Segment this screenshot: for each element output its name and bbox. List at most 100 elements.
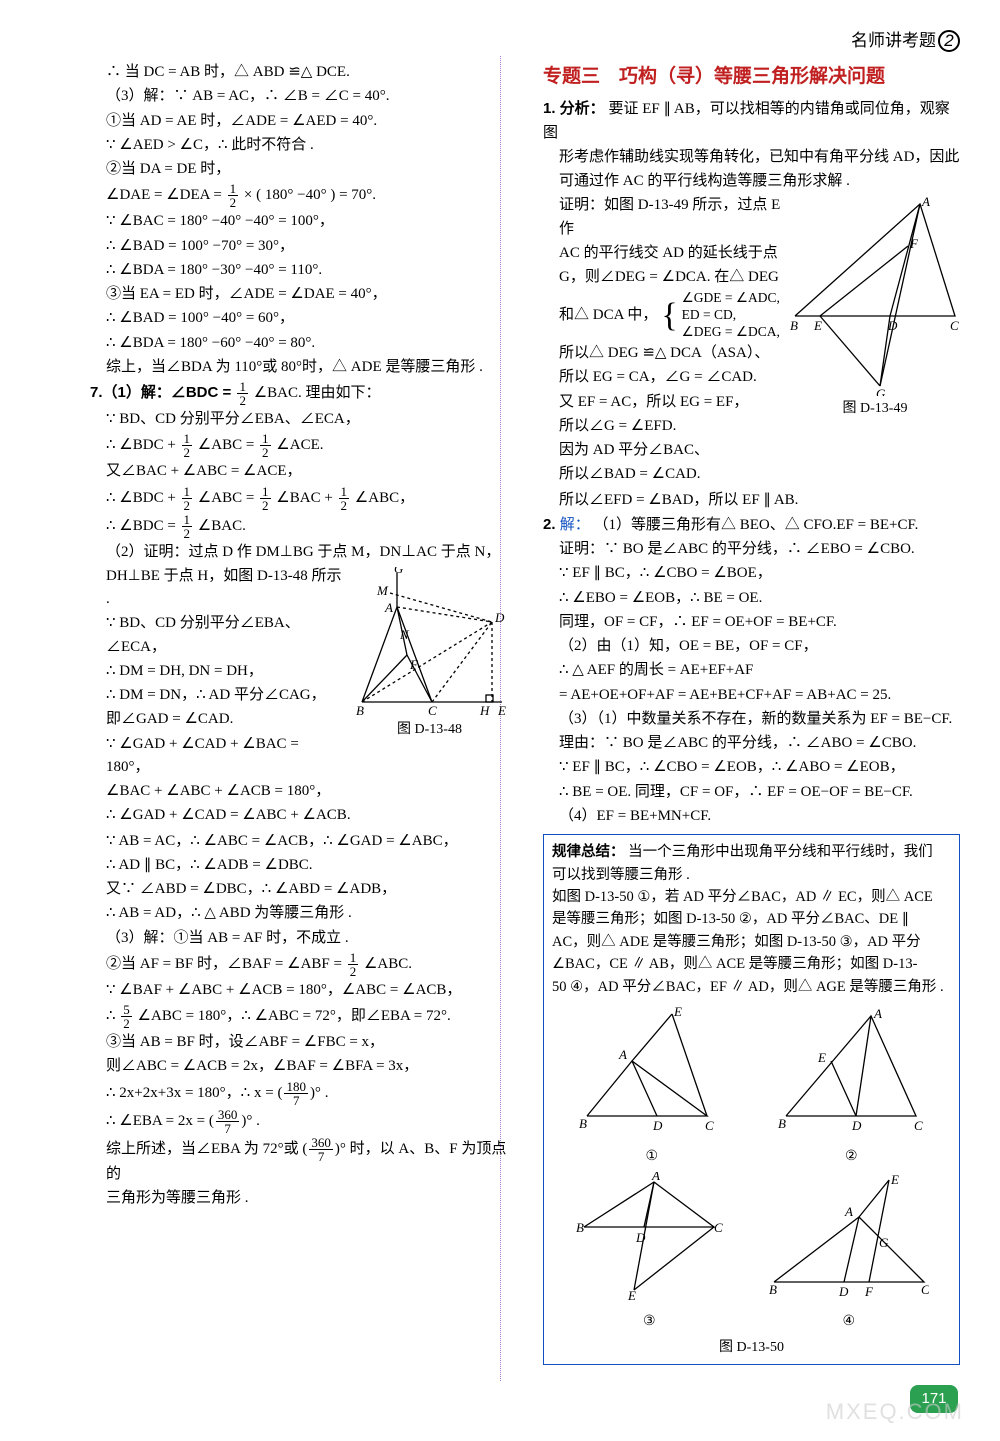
svg-text:E: E	[813, 318, 822, 333]
text-line: ∴ ∠EBO = ∠EOB，∴ BE = OE.	[543, 587, 960, 610]
text-line: ②当 AF = BF 时，∠BAF = ∠ABF = 12 ∠ABC.	[90, 951, 507, 978]
svg-text:F: F	[909, 236, 919, 251]
svg-text:G: G	[879, 1235, 889, 1250]
svg-text:A: A	[844, 1204, 853, 1219]
svg-text:D: D	[652, 1118, 663, 1133]
svg-text:E: E	[817, 1050, 826, 1065]
text-line: 又∵ ∠ABD = ∠DBC，∴ ∠ABD = ∠ADB，	[90, 878, 507, 901]
text-line: 和△ DCA 中， { ∠GDE = ∠ADC, ED = CD, ∠DEG =…	[543, 290, 784, 341]
text-line: 理由：∵ BO 是∠ABC 的平分线，∴ ∠ABO = ∠CBO.	[543, 732, 960, 755]
brand-badge: 2	[938, 30, 960, 52]
text-line: （2）证明：过点 D 作 DM⊥BG 于点 M，DN⊥AC 于点 N，	[90, 541, 507, 564]
text-line: 形考虑作辅助线实现等角转化，已知中有角平分线 AD，因此	[543, 146, 960, 169]
text-line: ②当 DA = DE 时，	[90, 158, 507, 181]
brand-text: 名师讲考题	[851, 28, 936, 54]
text-line: ∠BAC + ∠ABC + ∠ACB = 180°，	[90, 780, 507, 803]
text-line: 综上所述，当∠EBA 为 72°或 (3607)° 时，以 A、B、F 为顶点的	[90, 1136, 507, 1186]
text-line: ∴ ∠EBA = 2x = (3607)° .	[90, 1108, 507, 1135]
diagram-svg: E A G B D F C	[769, 1172, 929, 1302]
text-line: 因为 AD 平分∠BAC、	[543, 439, 960, 462]
svg-text:D: D	[635, 1230, 646, 1245]
figure-label: 图 D-13-48	[352, 719, 507, 741]
left-column: ∴ 当 DC = AB 时，△ ABD ≌△ DCE. （3）解：∵ AB = …	[90, 60, 515, 1391]
fraction: 12	[237, 380, 248, 407]
text-line: 证明：∵ BO 是∠ABC 的平分线，∴ ∠EBO = ∠CBO.	[543, 538, 960, 561]
svg-text:B: B	[769, 1282, 777, 1297]
text-line: ∵ EF ∥ BC，∴ ∠CBO = ∠BOE，	[543, 562, 960, 585]
subfig-3: A B D C E ③	[574, 1172, 724, 1333]
svg-text:N: N	[399, 627, 410, 642]
text-line: 则∠ABC = ∠ACB = 2x，∠BAF = ∠BFA = 3x，	[90, 1055, 507, 1078]
text-line: ∴ ∠BDC = 12 ∠BAC.	[90, 513, 507, 540]
text-line: ∵ ∠BAF + ∠ABC + ∠ACB = 180°，∠ABC = ∠ACB，	[90, 979, 507, 1002]
svg-text:B: B	[790, 318, 798, 333]
svg-text:A: A	[873, 1006, 882, 1021]
svg-text:B: B	[576, 1220, 584, 1235]
text-line: ∴ BE = OE. 同理，CF = OF，∴ EF = OE−OF = BE−…	[543, 781, 960, 804]
svg-text:H: H	[479, 703, 490, 717]
svg-text:F: F	[864, 1284, 874, 1299]
text-line: 综上，当∠BDA 为 110°或 80°时，△ ADE 是等腰三角形 .	[90, 356, 507, 379]
svg-text:A: A	[618, 1047, 627, 1062]
svg-text:E: E	[497, 703, 506, 717]
svg-text:C: C	[428, 703, 437, 717]
text-line: 三角形为等腰三角形 .	[90, 1187, 507, 1210]
svg-text:G: G	[876, 386, 886, 396]
figure-label: 图 D-13-50	[552, 1337, 951, 1359]
text-line: ∴ 当 DC = AB 时，△ ABD ≌△ DCE.	[90, 61, 507, 84]
figure-row-2: A B D C E ③	[552, 1172, 951, 1333]
subfig-label: ②	[776, 1146, 926, 1168]
text-line: ∴ ∠BDA = 180° −60° −40° = 80°.	[90, 332, 507, 355]
svg-text:E: E	[673, 1006, 682, 1019]
text-line: ∴ ∠BAD = 100° −70° = 30°，	[90, 235, 507, 258]
svg-text:B: B	[579, 1116, 587, 1131]
svg-text:C: C	[914, 1118, 923, 1133]
svg-text:E: E	[890, 1172, 899, 1187]
svg-text:A: A	[384, 600, 393, 615]
text-line: ③当 AB = BF 时，设∠ABF = ∠FBC = x，	[90, 1031, 507, 1054]
text-line: ∴ AB = AD，∴ △ ABD 为等腰三角形 .	[90, 902, 507, 925]
diagram-svg: A B D C E	[574, 1172, 724, 1302]
diagram-svg: A E B D C	[776, 1006, 926, 1136]
svg-text:D: D	[838, 1284, 849, 1299]
q2-head: 2. 2. 解：解： （1）等腰三角形有△ BEO、△ CFO.EF = BE+…	[543, 513, 960, 537]
svg-text:D: D	[887, 318, 898, 333]
figure-label: 图 D-13-49	[790, 398, 960, 420]
text-line: ∴ ∠BDC + 12 ∠ABC = 12 ∠BAC + 12 ∠ABC，	[90, 485, 507, 512]
diagram-svg: A F B E D C G	[790, 196, 960, 396]
diagram-svg: E A B D C	[577, 1006, 727, 1136]
watermark: MXEQ.COM	[826, 1395, 964, 1429]
text-line: 又∠BAC + ∠ABC = ∠ACE，	[90, 460, 507, 483]
diagram-svg: G M A D N F B C H E	[352, 567, 507, 717]
text-line: ∴ ∠GAD + ∠CAD = ∠ABC + ∠ACB.	[90, 804, 507, 827]
svg-text:F: F	[409, 657, 419, 672]
svg-text:M: M	[376, 583, 389, 598]
subfig-label: ③	[574, 1311, 724, 1333]
text-line: ∴ AD ∥ BC，∴ ∠ADB = ∠DBC.	[90, 854, 507, 877]
brand-header: 名师讲考题 2	[851, 28, 960, 54]
figure-d-13-48: G M A D N F B C H E 图 D-13-48	[352, 567, 507, 741]
text-line: 同理，OF = CF，∴ EF = OE+OF = BE+CF.	[543, 611, 960, 634]
text-line: ∵ EF ∥ BC，∴ ∠CBO = ∠EOB，∴ ∠ABO = ∠EOB，	[543, 756, 960, 779]
page-body: ∴ 当 DC = AB 时，△ ABD ≌△ DCE. （3）解：∵ AB = …	[90, 60, 960, 1391]
text-line: （2）由（1）知，OE = BE，OF = CF，	[543, 635, 960, 658]
text-line: ∴ ∠BAD = 100° −40° = 60°，	[90, 307, 507, 330]
svg-text:D: D	[494, 610, 505, 625]
text-line: 所以∠BAD = ∠CAD.	[543, 463, 960, 486]
text-line: （3）（1）中数量关系不存在，新的数量关系为 EF = BE−CF.	[543, 708, 960, 731]
subfig-1: E A B D C ①	[577, 1006, 727, 1167]
text-line: ∴ △ AEF 的周长 = AE+EF+AF	[543, 659, 960, 682]
figure-d-13-49: A F B E D C G 图 D-13-49	[790, 196, 960, 420]
svg-text:C: C	[921, 1282, 929, 1297]
svg-text:E: E	[627, 1288, 636, 1302]
svg-text:B: B	[356, 703, 364, 717]
subfig-label: ④	[769, 1311, 929, 1333]
svg-text:B: B	[778, 1116, 786, 1131]
rule-summary-box: 规律总结： 当一个三角形中出现角平分线和平行线时，我们 可以找到等腰三角形 . …	[543, 834, 960, 1365]
text-line: = AE+OE+OF+AF = AE+BE+CF+AF = AB+AC = 25…	[543, 684, 960, 707]
section-title: 专题三 巧构（寻）等腰三角形解决问题	[543, 62, 960, 91]
svg-text:C: C	[705, 1118, 714, 1133]
text-line: ∠DAE = ∠DEA = 12 × ( 180° −40° ) = 70°.	[90, 182, 507, 209]
text-line: ∴ 52 ∠ABC = 180°，∴ ∠ABC = 72°，即∠EBA = 72…	[90, 1003, 507, 1030]
subfig-label: ①	[577, 1146, 727, 1168]
